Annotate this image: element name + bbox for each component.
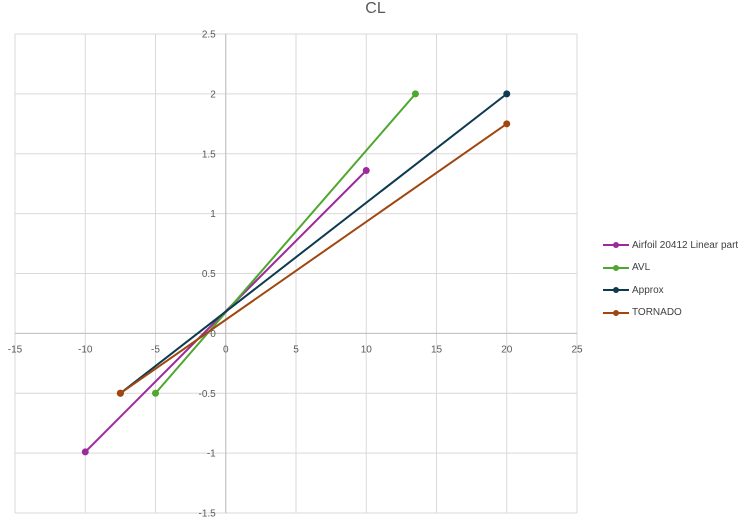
chart-title: CL xyxy=(365,0,386,17)
legend-label: TORNADO xyxy=(632,307,682,319)
data-point-approx xyxy=(503,90,511,98)
y-tick-label: 2 xyxy=(210,89,216,100)
x-tick-label: -10 xyxy=(78,344,93,355)
legend-label: AVL xyxy=(632,262,651,274)
x-tick-label: -5 xyxy=(151,344,160,355)
series-layer xyxy=(81,90,511,456)
legend-swatch xyxy=(603,263,629,273)
y-tick-label: 2.5 xyxy=(202,30,216,41)
series-line-approx xyxy=(119,93,508,395)
legend-item-avl: AVL xyxy=(603,257,738,280)
legend: Airfoil 20412 Linear part AVL Approx TORNAD… xyxy=(603,234,738,324)
y-tick-label: 1.5 xyxy=(202,149,216,160)
axes xyxy=(15,34,577,513)
y-tick-label: 0.5 xyxy=(202,269,216,280)
data-point-airfoil-20412-linear-part xyxy=(362,167,370,175)
y-tick-label: 1 xyxy=(210,209,216,220)
legend-swatch xyxy=(603,240,629,250)
data-point-avl xyxy=(152,389,159,397)
data-point-tornado xyxy=(503,120,511,128)
data-point-tornado xyxy=(116,389,124,397)
x-tick-label: -15 xyxy=(8,344,23,355)
x-tick-label: 20 xyxy=(501,344,513,355)
y-tick-label: -1 xyxy=(207,449,216,460)
legend-item-approx: Approx xyxy=(603,279,738,302)
series-line-tornado xyxy=(119,122,508,395)
legend-item-tornado: TORNADO xyxy=(603,302,738,325)
data-point-avl xyxy=(411,90,419,98)
x-tick-label: 0 xyxy=(223,344,229,355)
x-tick-label: 25 xyxy=(571,344,583,355)
legend-label: Airfoil 20412 Linear part xyxy=(632,239,739,251)
legend-swatch xyxy=(603,285,629,295)
data-point-airfoil-20412-linear-part xyxy=(81,448,89,456)
y-tick-label: -0.5 xyxy=(199,389,217,400)
tick-labels: -15 -10 -5 0 5 10 15 20 25 2.5 2 1.5 1 0.5 0 -0.5 -1 -1.5 xyxy=(8,30,583,520)
y-tick-label: -1.5 xyxy=(199,509,217,520)
legend-item-airfoil-20412-linear-part: Airfoil 20412 Linear part xyxy=(603,234,738,257)
legend-swatch xyxy=(603,308,629,318)
y-tick-label: 0 xyxy=(210,329,216,340)
x-tick-label: 15 xyxy=(431,344,443,355)
x-tick-label: 5 xyxy=(293,344,299,355)
x-tick-label: 10 xyxy=(361,344,373,355)
series-line-avl xyxy=(154,93,417,394)
legend-label: Approx xyxy=(632,284,664,296)
